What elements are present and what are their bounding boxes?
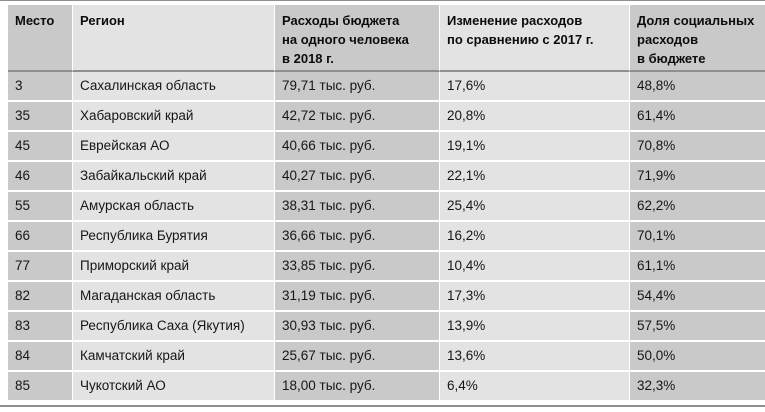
cell-spending: 42,72 тыс. руб. xyxy=(275,102,440,132)
table-row: 66 Республика Бурятия 36,66 тыс. руб. 16,2%… xyxy=(8,222,765,252)
table-body: 3 Сахалинская область 79,71 тыс. руб. 17,6%… xyxy=(8,72,765,402)
cell-change: 13,9% xyxy=(440,312,630,342)
cell-region: Магаданская область xyxy=(73,282,275,312)
cell-spending: 40,27 тыс. руб. xyxy=(275,162,440,192)
table-row: 55 Амурская область 38,31 тыс. руб. 25,4% 62… xyxy=(8,192,765,222)
cell-social-share: 71,9% xyxy=(630,162,765,192)
cell-social-share: 70,1% xyxy=(630,222,765,252)
cell-social-share: 62,2% xyxy=(630,192,765,222)
table-row: 45 Еврейская АО 40,66 тыс. руб. 19,1% 70,8% xyxy=(8,132,765,162)
cell-social-share: 61,4% xyxy=(630,102,765,132)
cell-rank: 55 xyxy=(8,192,73,222)
cell-spending: 33,85 тыс. руб. xyxy=(275,252,440,282)
cell-change: 6,4% xyxy=(440,372,630,402)
table-row: 82 Магаданская область 31,19 тыс. руб. 17,3… xyxy=(8,282,765,312)
cell-rank: 82 xyxy=(8,282,73,312)
cell-change: 22,1% xyxy=(440,162,630,192)
col-header-region: Регион xyxy=(73,5,275,72)
cell-spending: 30,93 тыс. руб. xyxy=(275,312,440,342)
cell-region: Камчатский край xyxy=(73,342,275,372)
cell-rank: 46 xyxy=(8,162,73,192)
cell-change: 13,6% xyxy=(440,342,630,372)
cell-social-share: 48,8% xyxy=(630,72,765,102)
cell-rank: 85 xyxy=(8,372,73,402)
cell-spending: 31,19 тыс. руб. xyxy=(275,282,440,312)
cell-rank: 45 xyxy=(8,132,73,162)
cell-social-share: 70,8% xyxy=(630,132,765,162)
top-rule xyxy=(0,0,765,1)
table-row: 84 Камчатский край 25,67 тыс. руб. 13,6% 50,… xyxy=(8,342,765,372)
cell-spending: 25,67 тыс. руб. xyxy=(275,342,440,372)
cell-change: 17,6% xyxy=(440,72,630,102)
table-row: 83 Республика Саха (Якутия) 30,93 тыс. руб… xyxy=(8,312,765,342)
cell-spending: 79,71 тыс. руб. xyxy=(275,72,440,102)
cell-region: Республика Бурятия xyxy=(73,222,275,252)
header-row: Место Регион Расходы бюджета на одного ч… xyxy=(8,5,765,72)
cell-spending: 36,66 тыс. руб. xyxy=(275,222,440,252)
cell-social-share: 32,3% xyxy=(630,372,765,402)
cell-rank: 66 xyxy=(8,222,73,252)
cell-region: Республика Саха (Якутия) xyxy=(73,312,275,342)
cell-change: 20,8% xyxy=(440,102,630,132)
cell-rank: 35 xyxy=(8,102,73,132)
cell-change: 19,1% xyxy=(440,132,630,162)
cell-social-share: 57,5% xyxy=(630,312,765,342)
cell-change: 16,2% xyxy=(440,222,630,252)
table-row: 3 Сахалинская область 79,71 тыс. руб. 17,6%… xyxy=(8,72,765,102)
budget-table: Место Регион Расходы бюджета на одного ч… xyxy=(8,5,765,402)
cell-change: 10,4% xyxy=(440,252,630,282)
cell-change: 17,3% xyxy=(440,282,630,312)
col-header-social-share: Доля социальных расходов в бюджете xyxy=(630,5,765,72)
cell-region: Еврейская АО xyxy=(73,132,275,162)
cell-region: Чукотский АО xyxy=(73,372,275,402)
cell-change: 25,4% xyxy=(440,192,630,222)
cell-spending: 38,31 тыс. руб. xyxy=(275,192,440,222)
table-row: 46 Забайкальский край 40,27 тыс. руб. 22,1%… xyxy=(8,162,765,192)
cell-region: Амурская область xyxy=(73,192,275,222)
col-header-rank: Место xyxy=(8,5,73,72)
cell-region: Приморский край xyxy=(73,252,275,282)
cell-social-share: 54,4% xyxy=(630,282,765,312)
cell-rank: 3 xyxy=(8,72,73,102)
cell-social-share: 50,0% xyxy=(630,342,765,372)
table-row: 85 Чукотский АО 18,00 тыс. руб. 6,4% 32,3% xyxy=(8,372,765,402)
cell-spending: 18,00 тыс. руб. xyxy=(275,372,440,402)
table-row: 77 Приморский край 33,85 тыс. руб. 10,4% 61,… xyxy=(8,252,765,282)
cell-social-share: 61,1% xyxy=(630,252,765,282)
cell-rank: 83 xyxy=(8,312,73,342)
col-header-spending: Расходы бюджета на одного человека в 201… xyxy=(275,5,440,72)
col-header-change: Изменение расходов по сравнению с 2017 г… xyxy=(440,5,630,72)
cell-rank: 84 xyxy=(8,342,73,372)
table-row: 35 Хабаровский край 42,72 тыс. руб. 20,8% 61… xyxy=(8,102,765,132)
cell-region: Сахалинская область xyxy=(73,72,275,102)
cell-region: Хабаровский край xyxy=(73,102,275,132)
cell-region: Забайкальский край xyxy=(73,162,275,192)
bottom-rule xyxy=(0,405,765,407)
cell-spending: 40,66 тыс. руб. xyxy=(275,132,440,162)
cell-rank: 77 xyxy=(8,252,73,282)
